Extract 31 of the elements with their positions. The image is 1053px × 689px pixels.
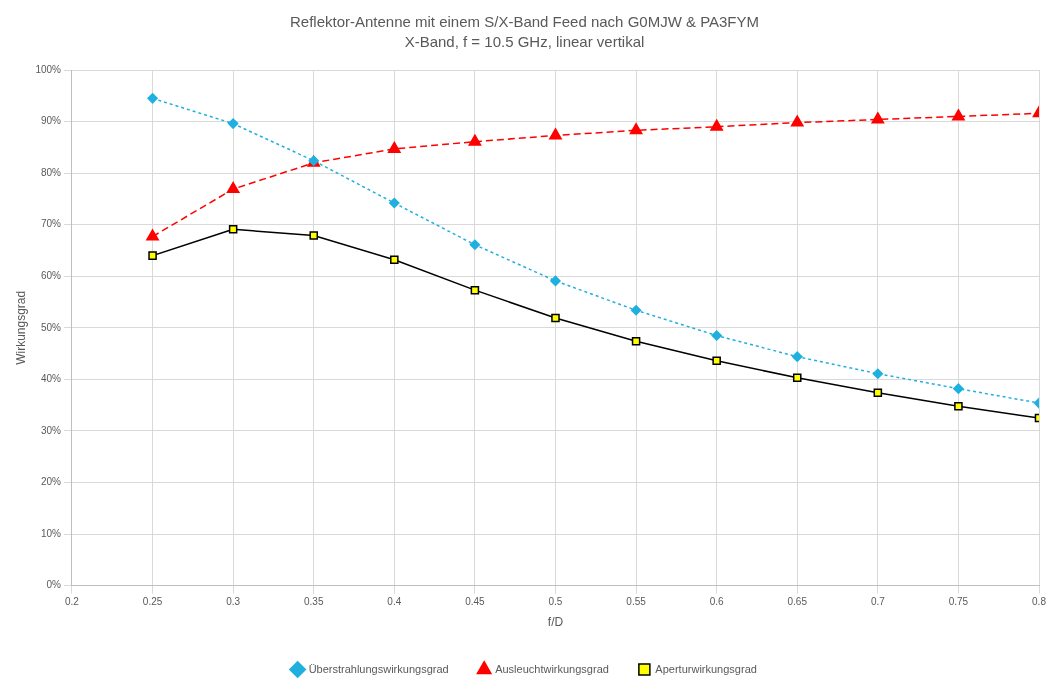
x-tick-label: 0.65 [787,596,808,608]
y-axis-title: Wirkungsgrad [13,290,28,365]
x-tick-label: 0.4 [387,596,402,608]
chart-title: Reflektor-Antenne mit einem S/X-Band Feed nach G0MJW & PA3FYM [289,13,760,31]
y-tick-label: 90% [40,115,62,127]
y-tick-label: 60% [40,269,62,281]
y-tick-label: 20% [40,476,62,488]
legend-label: Ausleuchtwirkungsgrad [495,662,609,675]
x-tick-label: 0.6 [709,596,725,608]
x-tick-label: 0.5 [548,596,563,608]
y-tick-label: 10% [40,527,62,539]
x-tick-label: 0.75 [948,596,969,608]
y-tick-label: 70% [40,218,62,230]
x-axis-title: f/D [547,615,564,630]
x-tick-label: 0.45 [465,596,486,608]
x-tick-label: 0.55 [626,596,647,608]
y-tick-label: 30% [40,424,62,436]
y-tick-label: 40% [40,373,62,385]
legend-label: Aperturwirkungsgrad [655,662,757,675]
chart-subtitle: X-Band, f = 10.5 GHz, linear vertikal [404,33,645,51]
x-tick-label: 0.25 [142,596,163,608]
x-tick-label: 0.2 [65,596,80,608]
y-tick-label: 50% [40,321,62,333]
x-tick-label: 0.7 [870,596,886,608]
x-tick-label: 0.3 [226,596,241,608]
y-tick-label: 80% [40,166,62,178]
x-tick-label: 0.35 [304,596,324,608]
y-tick-label: 100% [35,63,62,75]
legend-label: Überstrahlungswirkungsgrad [308,662,449,675]
x-tick-label: 0.8 [1032,596,1047,608]
y-tick-label: 0% [46,579,62,591]
